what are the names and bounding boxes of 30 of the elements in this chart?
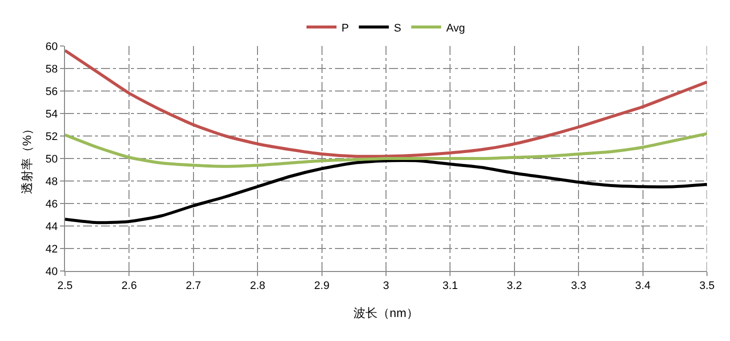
x-tick-label: 2.7 (186, 280, 202, 292)
y-tick-label: 50 (46, 153, 58, 166)
y-tick-label: 44 (46, 220, 58, 233)
line-series (65, 159, 707, 224)
y-tick-label: 52 (46, 130, 58, 143)
y-tick-label: 46 (46, 198, 58, 210)
y-tick-label: 42 (46, 243, 58, 256)
y-tick-label: 40 (46, 266, 58, 278)
x-tick-label: 3.3 (570, 280, 586, 292)
legend-label: Avg (446, 22, 465, 34)
y-tick-label: 60 (46, 40, 58, 53)
x-tick-label: 2.5 (57, 280, 73, 292)
line-series (65, 49, 707, 158)
y-tick-label: 56 (46, 86, 58, 98)
legend-label: S (394, 22, 402, 34)
x-tick-label: 2.8 (250, 280, 266, 292)
x-tick-label: 3.5 (699, 280, 715, 292)
line-series (65, 132, 707, 168)
x-tick-label: 2.6 (122, 280, 137, 292)
x-tick-label: 3.1 (442, 280, 458, 292)
legend-label: P (342, 22, 349, 34)
y-axis-title: 透射率（%） (20, 123, 34, 194)
x-tick-label: 3 (382, 280, 390, 292)
x-tick-label: 3.2 (506, 280, 522, 292)
x-axis-title: 波长（nm） (354, 306, 418, 320)
x-tick-label: 3.4 (635, 280, 650, 292)
y-tick-label: 48 (46, 176, 58, 188)
y-tick-label: 58 (46, 63, 58, 76)
y-tick-label: 54 (46, 108, 58, 120)
x-tick-label: 2.9 (314, 280, 330, 292)
